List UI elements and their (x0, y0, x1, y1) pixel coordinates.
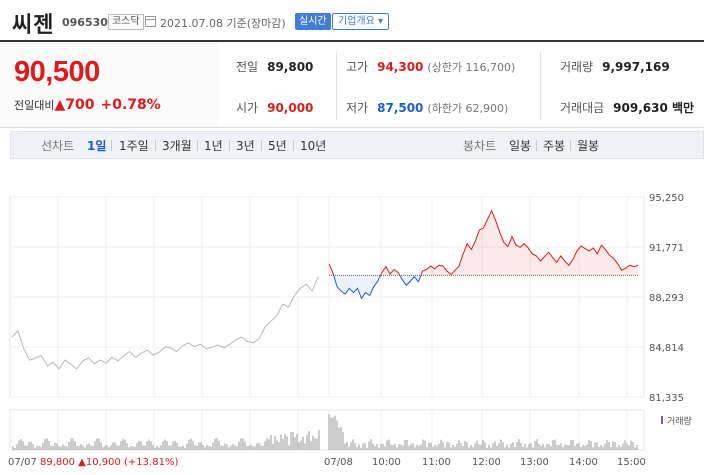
volume-value: 9,997,169 (602, 60, 670, 74)
intraday-price-chart[interactable]: 95,250 91,771 88,293 84,814 81,335 거래량 07/07 8… (0, 180, 704, 475)
prev-day-summary: 07/07 89,800 ▲10,900 (+13.81%) (8, 457, 178, 468)
tab-weekly-candle[interactable]: 주봉 (543, 139, 566, 153)
tab-10years[interactable]: 10년 (300, 139, 327, 153)
prev-close-value: 89,800 (267, 60, 314, 74)
prev-day-change: ▲10,900 (78, 457, 124, 468)
stock-code: 096530 (62, 16, 108, 29)
price-line-up (380, 265, 401, 276)
tab-3months[interactable]: 3개월 (162, 139, 192, 153)
y-tick-label: 81,335 (649, 393, 684, 404)
y-tick-label: 95,250 (649, 193, 684, 204)
company-info-dropdown[interactable]: 기업개요 ▾ (332, 13, 389, 30)
line-chart-label: 선차트 (41, 139, 75, 153)
area-above-baseline (420, 210, 638, 276)
calendar-icon (145, 16, 156, 27)
y-tick-label: 88,293 (649, 293, 684, 304)
tab-1week[interactable]: 1주일 (119, 139, 149, 153)
x-tick-label: 15:00 (617, 457, 646, 468)
price-line-up (420, 209, 639, 276)
prev-day-percent: (+13.81%) (124, 457, 178, 468)
upper-limit: (상한가 116,700) (427, 61, 516, 74)
high-value: 94,300 (377, 60, 424, 74)
open-value: 90,000 (267, 101, 314, 115)
price-change: 전일대비▲700 +0.78% (14, 97, 161, 113)
x-tick-label: 13:00 (520, 457, 549, 468)
area-above-baseline (380, 266, 400, 276)
tab-daily-candle[interactable]: 일봉 (509, 139, 532, 153)
x-tick-label: 12:00 (472, 457, 501, 468)
change-label: 전일대비 (14, 99, 55, 112)
previous-day-line (11, 276, 319, 370)
volume-cell: 거래량 9,997,169 (560, 60, 670, 74)
y-tick-label: 84,814 (649, 343, 684, 354)
x-tick-label: 11:00 (422, 457, 451, 468)
amount-cell: 거래대금 909,630 백만 (560, 101, 695, 115)
tab-monthly-candle[interactable]: 월봉 (577, 139, 600, 153)
high-cell: 고가 94,300 (상한가 116,700) (346, 60, 516, 74)
x-tick-label: 14:00 (569, 457, 598, 468)
chart-period-tabs: 선차트 1일 1주일 3개월 1년 3년 5년 10년 봉차트 일봉 주봉 월봉 (10, 131, 704, 159)
quote-table: 전일 89,800 고가 94,300 (상한가 116,700) 거래량 9,997,… (218, 40, 704, 128)
x-tick-label: 10:00 (372, 457, 401, 468)
up-arrow-icon: ▲ (54, 97, 66, 113)
volume-frame (9, 409, 645, 451)
x-tick-label: 07/08 (324, 457, 353, 468)
candle-chart-label: 봉차트 (463, 139, 497, 153)
prev-close-cell: 전일 89,800 (236, 60, 314, 74)
stock-header: 씨젠 096530 코스닥 2021.07.08 기준(장마감) 실시간 기업개… (0, 0, 704, 40)
low-cell: 저가 87,500 (하한가 62,900) (346, 101, 509, 115)
open-cell: 시가 90,000 (236, 101, 314, 115)
change-percent: +0.78% (100, 97, 161, 113)
volume-legend-marker (661, 416, 663, 424)
tab-5years[interactable]: 5년 (268, 139, 287, 153)
prev-day-close: 89,800 (40, 457, 78, 468)
realtime-button[interactable]: 실시간 (295, 13, 331, 30)
area-below-baseline (333, 275, 381, 299)
prev-day-date: 07/07 (8, 457, 40, 468)
price-line-down (333, 275, 381, 300)
price-line-up (328, 263, 335, 276)
market-badge: 코스닥 (108, 14, 144, 30)
stock-name: 씨젠 (12, 13, 55, 38)
tab-1day[interactable]: 1일 (87, 139, 107, 153)
volume-legend-label: 거래량 (667, 415, 692, 427)
price-summary: 90,500 전일대비▲700 +0.78% (0, 40, 218, 128)
low-value: 87,500 (377, 101, 424, 115)
amount-value: 909,630 백만 (613, 101, 695, 115)
lower-limit: (하한가 62,900) (427, 102, 509, 115)
reference-date: 2021.07.08 기준(장마감) (160, 17, 286, 30)
current-price: 90,500 (14, 56, 100, 88)
y-tick-label: 91,771 (649, 243, 684, 254)
tab-1year[interactable]: 1년 (204, 139, 223, 153)
change-amount: 700 (65, 97, 95, 113)
price-line-down (399, 275, 422, 287)
tab-3years[interactable]: 3년 (236, 139, 255, 153)
